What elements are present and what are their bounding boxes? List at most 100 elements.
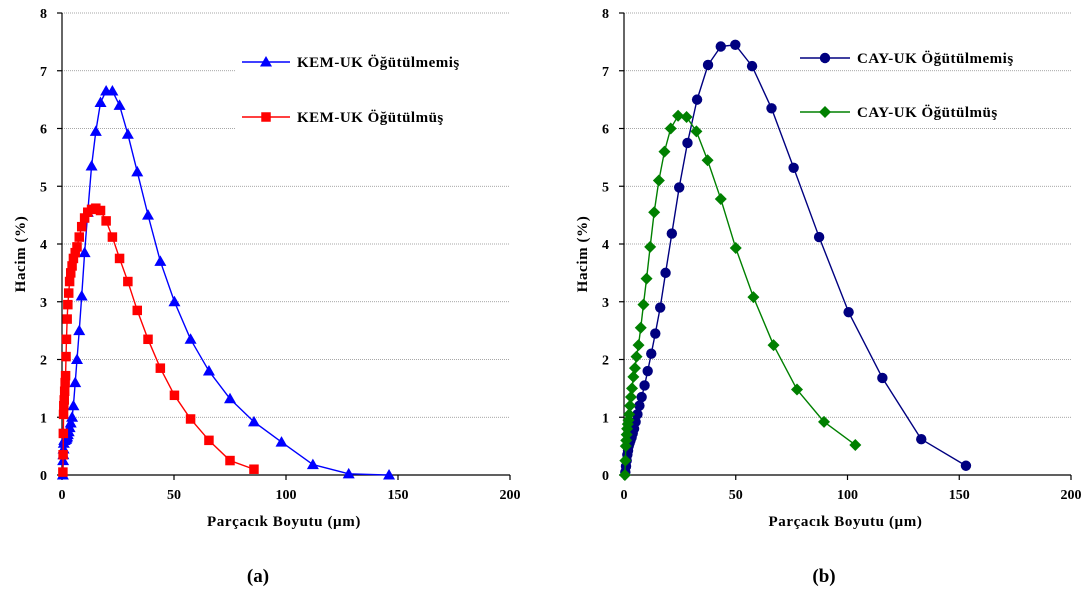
y-tick-label: 0 (40, 469, 47, 484)
series-1 (618, 109, 862, 481)
data-point (204, 435, 214, 446)
data-point (383, 469, 396, 480)
legend-label: KEM-UK Öğütülmemiş (297, 54, 460, 71)
data-point (66, 411, 79, 422)
data-point (58, 409, 69, 420)
legend-marker (819, 52, 831, 64)
data-point (632, 339, 645, 352)
data-point (94, 96, 107, 108)
y-tick-label: 8 (40, 7, 47, 22)
data-point (62, 314, 72, 324)
legend-background (236, 48, 526, 74)
data-point (64, 276, 75, 287)
data-point (155, 363, 166, 373)
data-point (67, 261, 77, 271)
panel-label: (a) (247, 566, 269, 587)
legend-marker (261, 112, 271, 122)
y-tick-label: 1 (602, 411, 609, 426)
data-point (78, 246, 91, 258)
data-point (68, 253, 79, 264)
data-point (72, 242, 82, 252)
data-point (65, 268, 76, 278)
data-point (624, 399, 637, 412)
data-point (634, 400, 645, 411)
data-point (628, 362, 641, 375)
data-point (342, 467, 355, 479)
data-point (729, 242, 742, 255)
data-point (58, 450, 68, 460)
y-tick-label: 7 (602, 65, 609, 80)
data-point (224, 392, 236, 404)
data-point (626, 382, 639, 395)
data-point (632, 409, 643, 420)
data-point (960, 460, 972, 471)
data-point (168, 295, 181, 307)
data-point (747, 291, 760, 304)
x-tick-label: 100 (837, 488, 858, 503)
data-point (714, 192, 727, 205)
data-point (85, 160, 98, 171)
y-tick-label: 2 (602, 354, 609, 369)
y-tick-label: 2 (40, 354, 47, 369)
legend-background (236, 103, 526, 129)
y-axis-title: Hacim (%) (575, 216, 591, 293)
data-point (650, 328, 661, 339)
data-point (624, 391, 637, 404)
data-point (655, 302, 666, 313)
data-point (185, 414, 196, 424)
data-point (275, 436, 288, 447)
data-point (58, 428, 69, 439)
data-point (702, 59, 714, 71)
data-point (648, 206, 661, 219)
data-point (818, 415, 831, 428)
data-point (74, 232, 84, 242)
data-point (247, 415, 260, 427)
data-point (70, 247, 80, 258)
data-point (131, 165, 144, 177)
data-point (202, 365, 215, 376)
data-point (79, 213, 90, 223)
data-point (746, 60, 758, 72)
data-point (67, 399, 80, 411)
data-point (61, 351, 71, 362)
legend-marker (819, 106, 831, 118)
data-point (59, 386, 70, 397)
series-line (62, 207, 255, 473)
data-point (60, 377, 70, 388)
y-tick-label: 1 (40, 411, 47, 426)
data-point (142, 209, 155, 220)
data-point (63, 288, 74, 298)
data-point (788, 162, 799, 173)
legend-marker (260, 56, 272, 67)
legend-label: KEM-UK Öğütülmüş (297, 109, 444, 126)
data-point (63, 299, 73, 310)
chart-panel-b: 0 1 2 3 4 5 6 7 8 0 50 100 150 200 Parçacık Boyutu (µm… (575, 7, 1083, 587)
data-point (634, 321, 647, 334)
data-point (674, 182, 685, 193)
data-point (89, 125, 102, 136)
x-tick-label: 100 (276, 488, 297, 503)
y-tick-label: 6 (602, 123, 609, 138)
data-point (169, 390, 180, 401)
data-point (123, 276, 133, 287)
legend-background (794, 44, 1083, 70)
data-point (644, 240, 657, 253)
data-point (652, 174, 665, 187)
data-point (672, 109, 685, 122)
data-point (623, 408, 636, 421)
x-tick-label: 150 (388, 488, 409, 503)
data-point (690, 125, 703, 138)
y-tick-label: 4 (40, 238, 47, 253)
legend-label: CAY-UK Öğütülmüş (857, 104, 998, 121)
data-point (101, 216, 111, 226)
data-point (73, 324, 86, 336)
data-point (114, 253, 125, 264)
data-point (75, 289, 88, 301)
data-point (249, 464, 259, 474)
data-point (766, 103, 777, 114)
data-point (642, 365, 653, 377)
panel-label: (b) (812, 566, 835, 587)
data-point (61, 334, 72, 345)
y-tick-label: 3 (40, 296, 47, 311)
data-point (640, 272, 653, 285)
